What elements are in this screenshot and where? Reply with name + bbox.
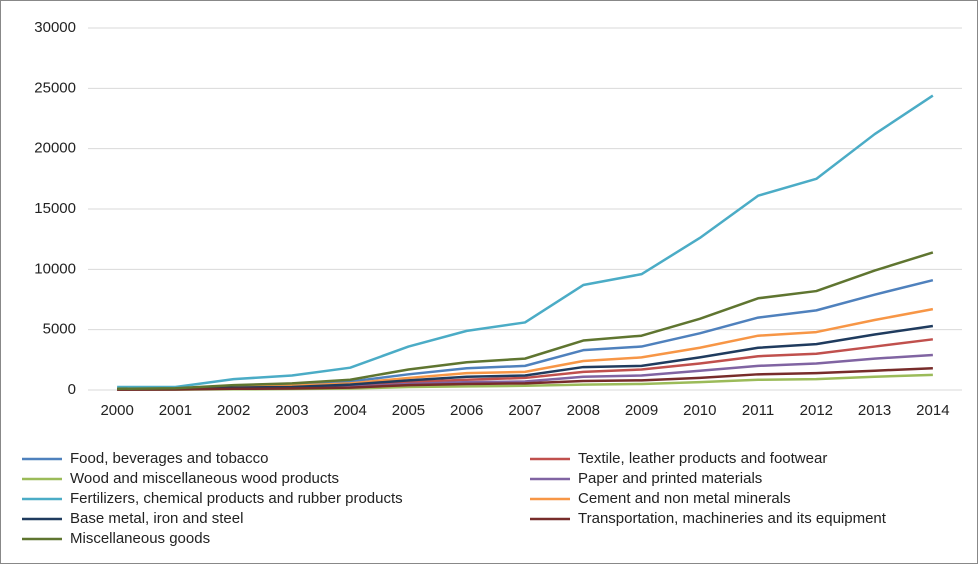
- legend-label: Food, beverages and tobacco: [70, 450, 268, 467]
- x-tick-label: 2009: [625, 402, 658, 419]
- x-tick-label: 2012: [800, 402, 833, 419]
- legend-label: Cement and non metal minerals: [578, 490, 791, 507]
- x-tick-label: 2010: [683, 402, 716, 419]
- x-tick-label: 2006: [450, 402, 483, 419]
- x-tick-label: 2013: [858, 402, 891, 419]
- legend-label: Textile, leather products and footwear: [578, 450, 827, 467]
- y-tick-label: 5000: [43, 321, 76, 338]
- legend-label: Base metal, iron and steel: [70, 510, 243, 527]
- x-tick-label: 2001: [159, 402, 192, 419]
- x-tick-label: 2008: [567, 402, 600, 419]
- series-line: [117, 94, 934, 389]
- series-line: [117, 324, 934, 391]
- legend-label: Wood and miscellaneous wood products: [70, 470, 339, 487]
- legend-label: Paper and printed materials: [578, 470, 762, 487]
- x-tick-label: 2011: [742, 402, 774, 419]
- x-tick-label: 2002: [217, 402, 250, 419]
- x-tick-label: 2005: [392, 402, 425, 419]
- x-tick-label: 2004: [334, 402, 367, 419]
- x-tick-label: 2000: [100, 402, 133, 419]
- y-tick-label: 25000: [34, 79, 76, 96]
- legend-label: Fertilizers, chemical products and rubbe…: [70, 490, 403, 507]
- y-tick-label: 15000: [34, 200, 76, 217]
- y-tick-label: 20000: [34, 140, 76, 157]
- series-line: [117, 251, 934, 391]
- x-tick-label: 2014: [916, 402, 949, 419]
- legend-label: Transportation, machineries and its equi…: [578, 510, 887, 527]
- legend-label: Miscellaneous goods: [70, 530, 210, 547]
- y-tick-label: 10000: [34, 260, 76, 277]
- y-tick-label: 0: [68, 381, 76, 398]
- y-tick-label: 30000: [34, 19, 76, 36]
- x-tick-label: 2003: [275, 402, 308, 419]
- series-line: [117, 367, 933, 391]
- x-tick-label: 2007: [508, 402, 541, 419]
